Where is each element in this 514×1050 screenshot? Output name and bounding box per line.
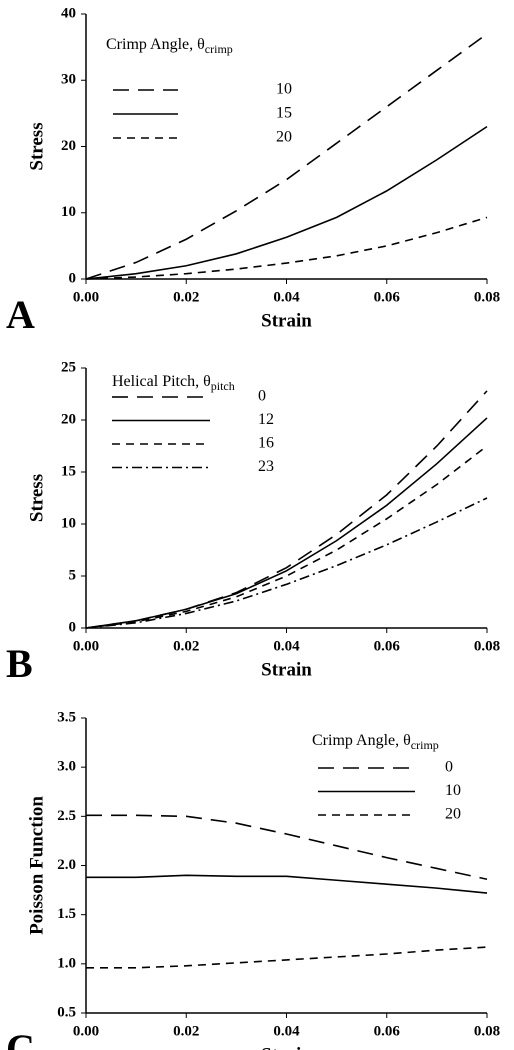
legend-title-sub: crimp <box>205 42 233 56</box>
legend-title: Crimp Angle, θcrimp <box>106 36 233 56</box>
y-tick-label: 3.0 <box>57 759 76 775</box>
panel-label: B <box>6 641 33 686</box>
legend-label: 12 <box>258 411 274 428</box>
panel-label: C <box>6 1026 35 1050</box>
y-axis-label: Stress <box>26 122 47 170</box>
x-tick-label: 0.04 <box>273 1023 300 1039</box>
legend-title-text: Crimp Angle, θ <box>106 36 205 53</box>
series-line <box>85 497 488 629</box>
y-tick-label: 10 <box>61 204 76 220</box>
legend-label: 23 <box>258 458 274 475</box>
y-tick-label: 20 <box>61 138 76 154</box>
x-axis-label: Strain <box>261 1044 312 1050</box>
y-tick-label: 3.5 <box>57 709 76 725</box>
legend-label: 16 <box>258 435 274 452</box>
y-axis-label: Stress <box>26 474 47 522</box>
y-tick-label: 10 <box>61 515 76 531</box>
series-line <box>85 390 488 629</box>
series-line <box>85 445 488 629</box>
legend-label: 20 <box>445 806 461 823</box>
x-tick-label: 0.02 <box>173 1023 199 1039</box>
x-tick-label: 0.08 <box>474 1023 500 1039</box>
panel-label: A <box>6 292 35 337</box>
legend-title-sub: pitch <box>211 379 235 393</box>
x-tick-label: 0.04 <box>273 638 300 654</box>
y-tick-label: 20 <box>61 411 76 427</box>
y-tick-label: 0 <box>69 619 77 635</box>
legend-title: Helical Pitch, θpitch <box>112 373 235 393</box>
y-tick-label: 15 <box>61 463 76 479</box>
x-tick-label: 0.06 <box>374 1023 401 1039</box>
legend-title-text: Crimp Angle, θ <box>312 732 411 749</box>
legend-label: 0 <box>258 388 266 405</box>
series-line <box>85 125 488 280</box>
x-tick-label: 0.08 <box>474 289 500 305</box>
x-tick-label: 0.02 <box>173 638 199 654</box>
x-tick-label: 0.08 <box>474 638 500 654</box>
x-tick-label: 0.06 <box>374 638 401 654</box>
x-tick-label: 0.00 <box>73 289 99 305</box>
x-tick-label: 0.00 <box>73 638 99 654</box>
legend-label: 0 <box>445 759 453 776</box>
x-axis-label: Strain <box>261 659 312 680</box>
y-tick-label: 0.5 <box>57 1004 76 1020</box>
series-line <box>85 33 488 280</box>
x-axis-label: Strain <box>261 310 312 331</box>
y-tick-label: 40 <box>61 5 76 21</box>
series-line <box>85 417 488 629</box>
x-tick-label: 0.00 <box>73 1023 99 1039</box>
series-line <box>86 946 488 969</box>
x-tick-label: 0.04 <box>273 289 300 305</box>
legend-title: Crimp Angle, θcrimp <box>312 732 439 752</box>
legend-label: 10 <box>445 782 461 799</box>
series-line <box>86 814 488 881</box>
legend-title-sub: crimp <box>411 738 439 752</box>
y-tick-label: 1.0 <box>57 955 76 971</box>
legend-label: 20 <box>276 129 292 146</box>
y-tick-label: 2.5 <box>57 808 76 824</box>
y-tick-label: 0 <box>69 270 77 286</box>
y-tick-label: 2.0 <box>57 857 76 873</box>
x-tick-label: 0.02 <box>173 289 199 305</box>
series-line <box>86 874 488 894</box>
x-tick-label: 0.06 <box>374 289 401 305</box>
legend-title-text: Helical Pitch, θ <box>112 373 211 390</box>
y-tick-label: 1.5 <box>57 906 76 922</box>
series-line <box>85 216 488 280</box>
y-tick-label: 30 <box>61 72 76 88</box>
y-tick-label: 25 <box>61 359 76 375</box>
legend-label: 15 <box>276 105 292 122</box>
y-axis-label: Poisson Function <box>26 796 47 935</box>
y-tick-label: 5 <box>69 567 77 583</box>
legend-label: 10 <box>276 81 292 98</box>
